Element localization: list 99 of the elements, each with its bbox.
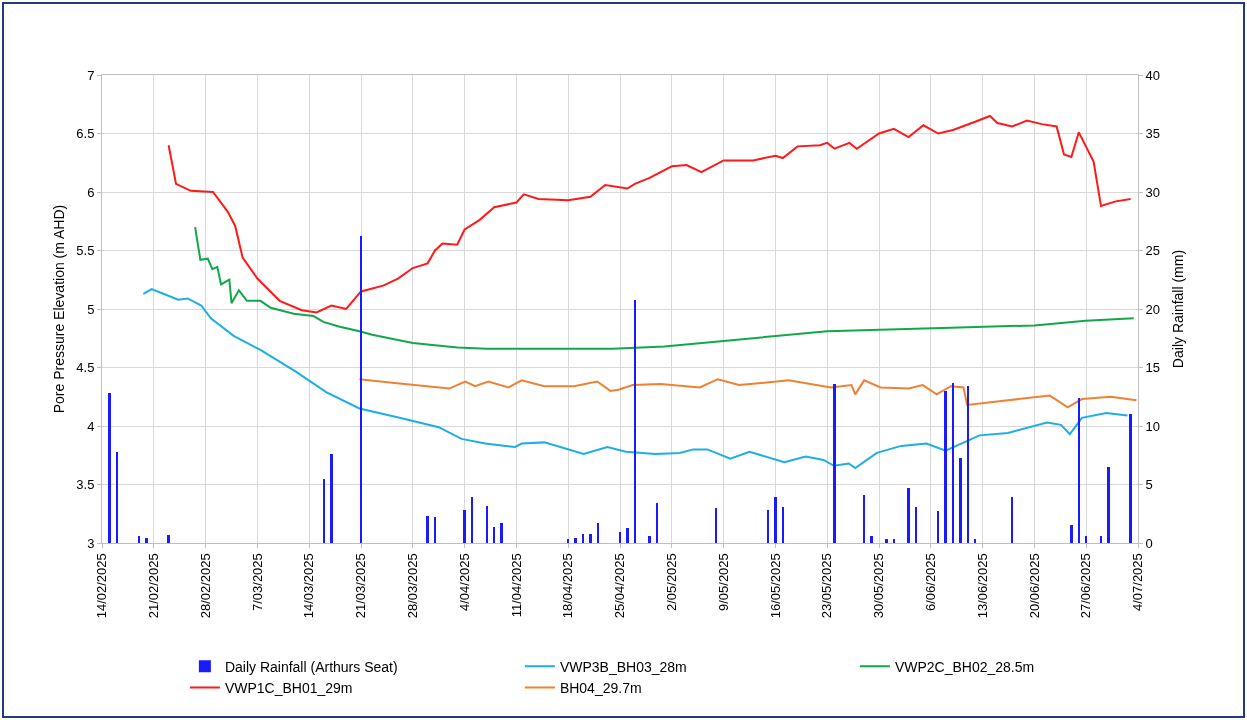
x-tick-label: 13/06/2025: [974, 553, 990, 619]
y-tick-label: 3: [87, 535, 95, 551]
bar: [1129, 414, 1132, 543]
bar: [1085, 536, 1087, 543]
bar: [767, 510, 769, 543]
x-tick-label: 14/03/2025: [301, 553, 317, 619]
y2-tick-label: 5: [1145, 477, 1153, 493]
y-tick-label: 3.5: [76, 477, 95, 493]
y2-tick-label: 30: [1145, 184, 1161, 200]
bar: [863, 495, 865, 543]
bar: [116, 452, 118, 543]
x-tick-label: 4/07/2025: [1130, 553, 1146, 612]
x-tick-label: 21/03/2025: [353, 553, 369, 619]
bar: [634, 300, 636, 543]
x-tick-label: 16/05/2025: [767, 553, 783, 619]
bar: [885, 539, 888, 543]
bar: [323, 479, 325, 543]
y-tick-label: 4: [87, 418, 95, 434]
bar: [463, 510, 466, 543]
bar: [715, 508, 717, 543]
bar: [833, 384, 836, 543]
x-tick-label: 14/02/2025: [94, 553, 110, 619]
line-series: [167, 114, 1132, 314]
x-tick-label: 23/05/2025: [819, 553, 835, 619]
bar: [1078, 398, 1080, 543]
bar: [471, 497, 473, 543]
x-tick-label: 4/04/2025: [456, 553, 472, 612]
bar: [619, 532, 621, 543]
x-tick-label: 20/06/2025: [1026, 553, 1042, 619]
bar: [500, 523, 503, 543]
line-series: [194, 226, 1135, 350]
y2-tick-label: 20: [1145, 301, 1161, 317]
bar: [974, 539, 976, 543]
bar: [1100, 536, 1102, 543]
y-tick-label: 6.5: [76, 126, 95, 142]
bar: [330, 454, 333, 543]
legend-label: VWP3B_BH03_28m: [559, 658, 687, 675]
y2-tick-label: 25: [1145, 243, 1161, 259]
x-tick-label: 7/03/2025: [249, 553, 265, 612]
y-tick-label: 7: [87, 67, 95, 83]
bar: [944, 391, 947, 543]
bar: [138, 536, 140, 543]
x-tick-label: 18/04/2025: [560, 553, 576, 619]
bar: [108, 393, 111, 543]
bar: [893, 539, 895, 543]
bar: [434, 517, 436, 543]
bar: [1070, 525, 1073, 543]
bar: [626, 528, 629, 543]
line-series: [142, 288, 1129, 470]
y-tick-label: 6: [87, 184, 95, 200]
bar: [574, 538, 577, 543]
bar: [567, 539, 569, 543]
x-tick-label: 2/05/2025: [664, 553, 680, 612]
x-tick-label: 25/04/2025: [612, 553, 628, 619]
y2-tick-label: 10: [1145, 418, 1161, 434]
bar: [915, 507, 917, 543]
x-tick-label: 28/03/2025: [405, 553, 421, 619]
y-axis-title: Pore Pressure Elevation (m AHD): [51, 204, 67, 414]
bar: [597, 523, 599, 543]
x-tick-label: 6/06/2025: [923, 553, 939, 612]
bar: [648, 536, 651, 543]
bar: [952, 383, 954, 543]
bar: [870, 536, 873, 543]
bar: [589, 534, 592, 543]
bar: [937, 511, 939, 543]
y-tick-label: 5: [87, 301, 95, 317]
y-tick-label: 5.5: [76, 243, 95, 259]
x-tick-label: 30/05/2025: [871, 553, 887, 619]
bar: [774, 497, 777, 543]
bar: [167, 535, 170, 543]
legend-label: VWP2C_BH02_28.5m: [894, 658, 1035, 675]
y2-tick-label: 0: [1145, 535, 1153, 551]
bar: [1011, 497, 1013, 543]
y2-tick-label: 15: [1145, 360, 1161, 376]
y2-tick-label: 35: [1145, 126, 1161, 142]
bar: [907, 488, 910, 543]
bar: [426, 516, 429, 543]
x-tick-label: 27/06/2025: [1078, 553, 1094, 619]
x-tick-label: 9/05/2025: [715, 553, 731, 612]
legend-label: VWP1C_BH01_29m: [224, 679, 353, 696]
legend-label: Daily Rainfall (Arthurs Seat): [224, 658, 398, 675]
y2-tick-label: 40: [1145, 67, 1161, 83]
bar: [582, 534, 584, 543]
bar: [145, 538, 148, 543]
legend-label: BH04_29.7m: [559, 679, 642, 696]
x-tick-label: 11/04/2025: [508, 553, 524, 618]
bar: [656, 503, 658, 543]
bar: [782, 507, 784, 543]
bar: [493, 527, 495, 543]
bar: [486, 506, 488, 543]
bar: [1107, 467, 1110, 543]
bar: [959, 458, 962, 543]
bar: [967, 386, 969, 543]
y2-axis-title: Daily Rainfall (mm): [1170, 249, 1186, 369]
x-tick-label: 28/02/2025: [197, 553, 213, 619]
y-tick-label: 4.5: [76, 360, 95, 376]
bar: [360, 236, 362, 543]
line-series: [358, 378, 1138, 409]
x-tick-label: 21/02/2025: [146, 553, 162, 619]
